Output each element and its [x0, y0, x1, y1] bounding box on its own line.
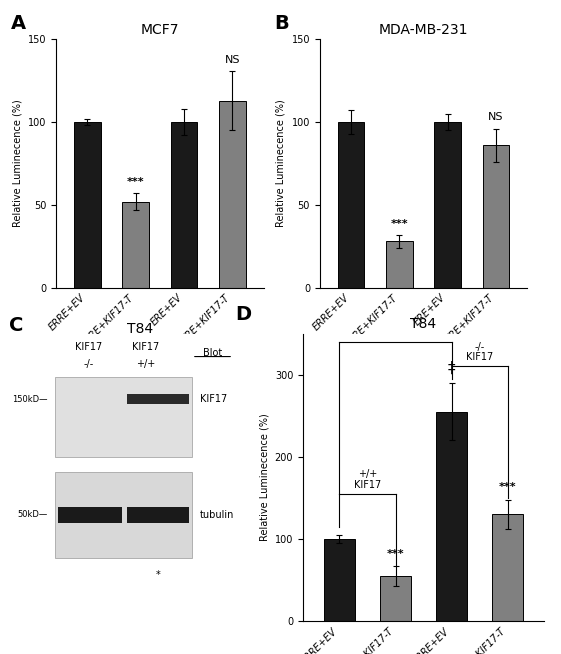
Bar: [492, 515, 523, 621]
Text: ***: ***: [387, 549, 404, 559]
Title: MCF7: MCF7: [141, 23, 179, 37]
Bar: [55, 377, 192, 457]
Text: KIF17: KIF17: [354, 480, 381, 490]
Text: Blot: Blot: [203, 348, 222, 358]
Bar: [482, 145, 509, 288]
Text: -/-: -/-: [84, 360, 94, 370]
Y-axis label: Relative Luminecence (%): Relative Luminecence (%): [276, 99, 286, 228]
Text: ***: ***: [390, 218, 408, 228]
Text: KIF17: KIF17: [466, 353, 493, 362]
Bar: [171, 122, 197, 288]
Text: 150kD—: 150kD—: [12, 395, 47, 404]
Bar: [436, 411, 467, 621]
Bar: [386, 241, 413, 288]
Text: +/+: +/+: [358, 469, 377, 479]
Bar: [127, 507, 189, 523]
Bar: [338, 122, 365, 288]
Text: NS: NS: [488, 112, 504, 122]
Text: *: *: [156, 570, 160, 579]
Bar: [55, 472, 192, 558]
Y-axis label: Relative Luminecence (%): Relative Luminecence (%): [259, 413, 269, 542]
Bar: [127, 394, 189, 404]
Text: -/-: -/-: [475, 341, 485, 352]
Y-axis label: Relative Luminecence (%): Relative Luminecence (%): [12, 99, 22, 228]
Text: ‡: ‡: [448, 360, 456, 375]
Text: A: A: [11, 14, 26, 33]
Text: tubulin: tubulin: [200, 510, 234, 520]
Bar: [122, 201, 149, 288]
Text: KIF17: KIF17: [75, 342, 102, 352]
Text: ***: ***: [499, 483, 517, 492]
Bar: [58, 507, 122, 523]
Title: T84: T84: [411, 317, 436, 331]
Text: KIF17: KIF17: [132, 342, 159, 352]
Text: ***: ***: [127, 177, 145, 187]
Text: +/+: +/+: [136, 360, 155, 370]
Text: C: C: [8, 317, 23, 336]
Text: KIF17: KIF17: [200, 394, 227, 404]
Bar: [74, 122, 101, 288]
Bar: [219, 101, 246, 288]
Bar: [380, 576, 411, 621]
Title: MDA-MB-231: MDA-MB-231: [379, 23, 468, 37]
Bar: [324, 539, 355, 621]
Text: B: B: [274, 14, 289, 33]
Text: D: D: [236, 305, 251, 324]
Text: NS: NS: [224, 54, 240, 65]
Text: T84: T84: [127, 322, 153, 336]
Bar: [434, 122, 461, 288]
Text: 50kD—: 50kD—: [17, 510, 47, 519]
